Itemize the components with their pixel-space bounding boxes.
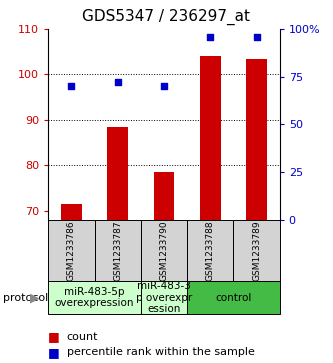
Point [115,79,121,85]
Text: miR-483-3
p overexpr
ession: miR-483-3 p overexpr ession [136,281,192,314]
Bar [154,172,174,220]
Text: protocol: protocol [3,293,49,303]
Text: GSM1233788: GSM1233788 [206,220,215,281]
Text: GSM1233787: GSM1233787 [113,220,122,281]
Text: miR-483-5p
overexpression: miR-483-5p overexpression [55,287,134,309]
Text: ▶: ▶ [30,291,40,304]
Text: count: count [67,332,98,342]
Bar [200,56,221,220]
Bar [48,220,95,281]
Text: GSM1233790: GSM1233790 [160,220,168,281]
Bar [95,220,141,281]
Text: GSM1233786: GSM1233786 [67,220,76,281]
Bar [141,220,187,281]
Text: percentile rank within the sample: percentile rank within the sample [67,347,254,357]
Text: ■: ■ [48,346,60,359]
Bar [246,58,267,220]
Bar [107,127,128,220]
Point [208,34,213,40]
Point [161,83,166,89]
Bar [187,220,233,281]
Text: ■: ■ [48,330,60,343]
Bar [233,220,280,281]
Bar [141,281,187,314]
Bar [61,204,82,220]
Point [254,34,259,40]
Text: control: control [215,293,252,303]
Text: GSM1233789: GSM1233789 [252,220,261,281]
Text: GDS5347 / 236297_at: GDS5347 / 236297_at [83,9,250,25]
Point [69,83,74,89]
Bar [187,281,280,314]
Bar [48,281,141,314]
